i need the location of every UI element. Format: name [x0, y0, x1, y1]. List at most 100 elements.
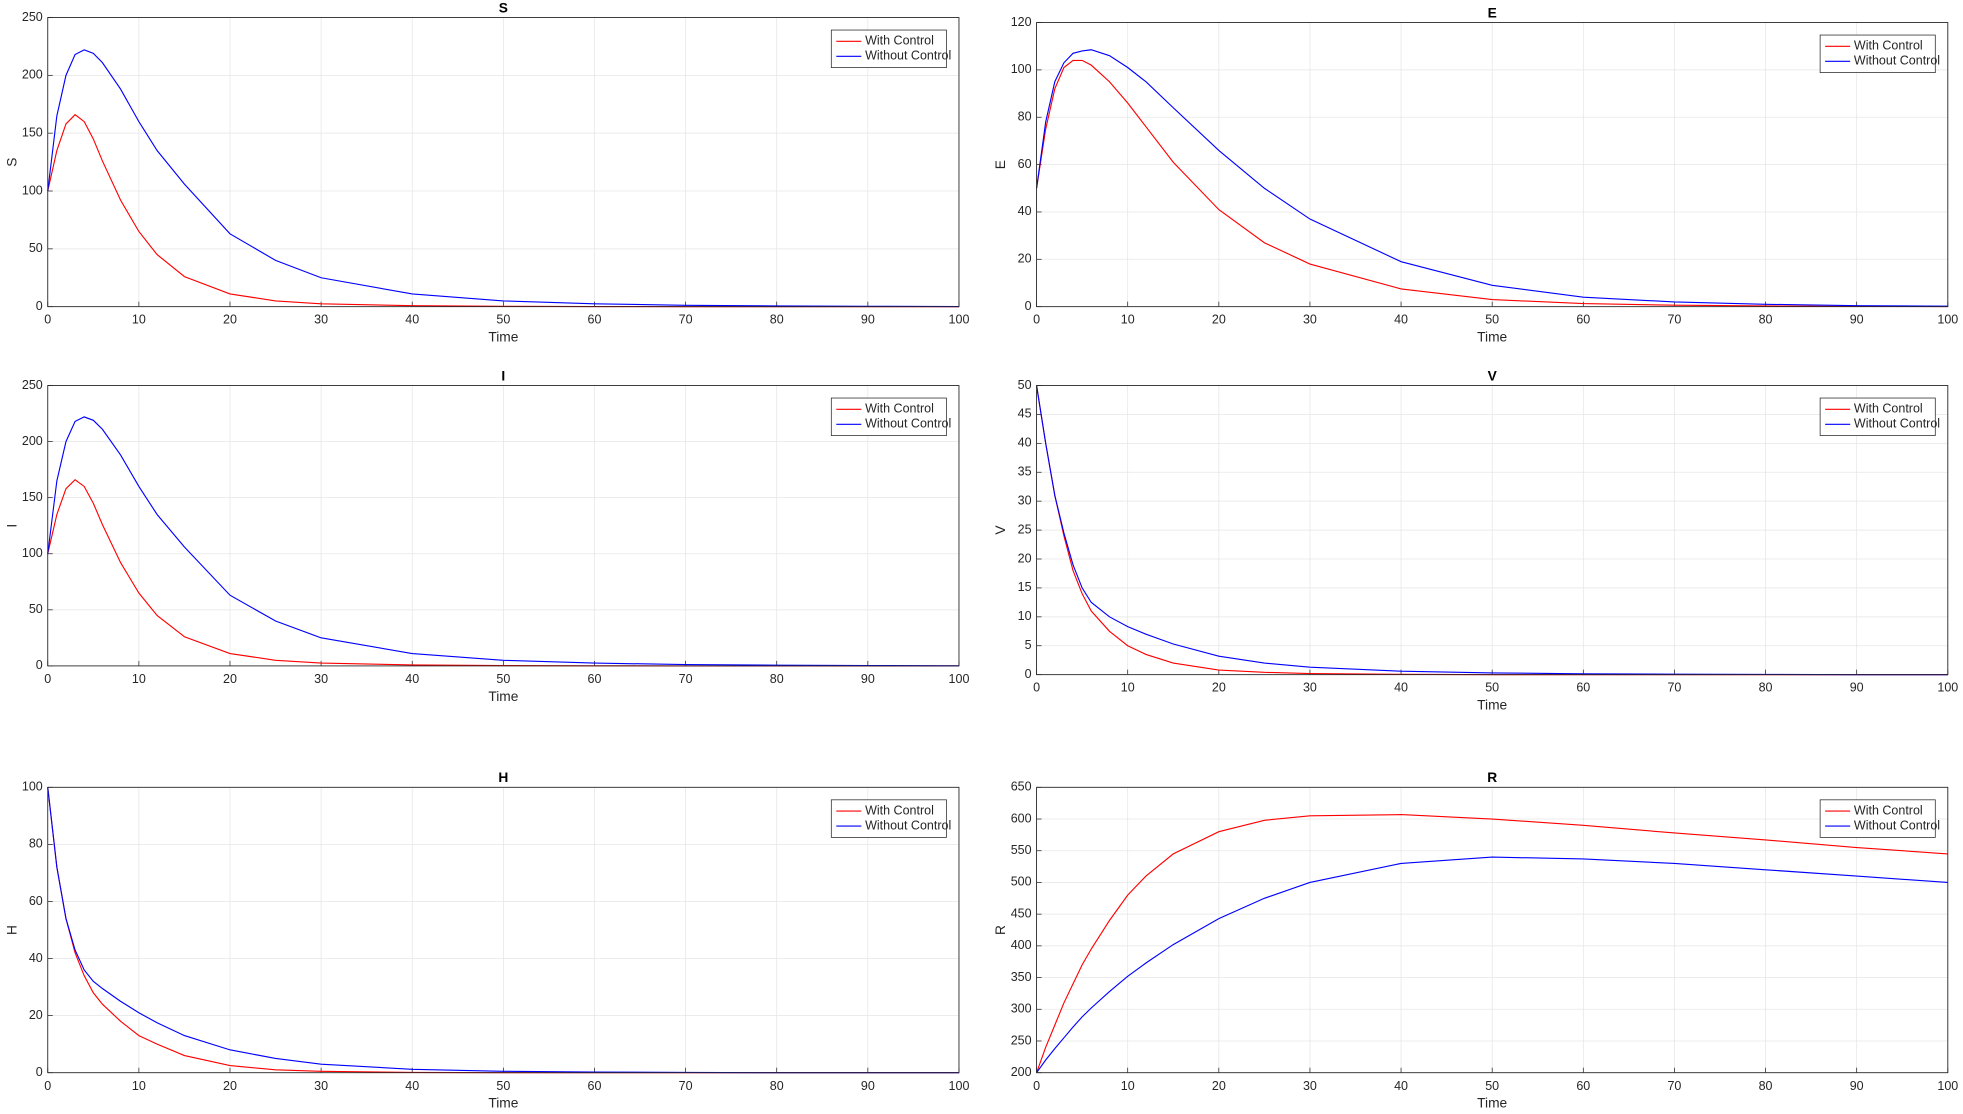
x-tick-label: 20	[223, 1079, 237, 1093]
legend-box	[830, 397, 947, 436]
legend-label: With Control	[1854, 803, 1923, 817]
x-tick-label: 10	[1121, 681, 1135, 695]
legend-label: Without Control	[1854, 818, 1940, 832]
x-tick-label: 0	[44, 1079, 51, 1093]
x-tick-label: 100	[1937, 1079, 1958, 1093]
y-tick-label: 600	[1011, 811, 1032, 825]
x-tick-label: 30	[314, 1079, 328, 1093]
x-tick-label: 70	[679, 672, 693, 686]
x-tick-label: 30	[314, 313, 328, 327]
x-tick-label: 70	[1667, 313, 1681, 327]
x-tick-label: 40	[405, 1079, 419, 1093]
x-tick-label: 90	[861, 1079, 875, 1093]
x-tick-label: 90	[1850, 313, 1864, 327]
subplot: 0 10 20 30 40 50 60 70 80 90 100 0 5 10 15 20 25 30 35 40 45…	[993, 368, 1958, 712]
x-tick-label: 50	[1485, 1079, 1499, 1093]
legend-label: With Control	[865, 34, 934, 48]
legend-label: Without Control	[865, 49, 951, 63]
x-tick-label: 90	[1850, 1079, 1864, 1093]
legend-box	[830, 29, 947, 68]
x-tick-label: 50	[1485, 313, 1499, 327]
x-tick-label: 10	[1121, 313, 1135, 327]
y-axis-label: R	[993, 925, 1008, 935]
x-tick-label: 80	[770, 313, 784, 327]
y-axis-label: V	[993, 525, 1008, 535]
y-axis-label: H	[4, 925, 19, 935]
data-line	[1036, 856, 1948, 1074]
y-tick-label: 200	[1011, 1065, 1032, 1079]
x-tick-label: 100	[949, 672, 970, 686]
legend-box	[830, 799, 947, 838]
y-tick-label: 45	[1018, 407, 1032, 421]
subplot: 0 10 20 30 40 50 60 70 80 90 100 0 20 40 60 80 100 H Time H…	[4, 770, 969, 1110]
y-tick-label: 500	[1011, 875, 1032, 889]
y-tick-label: 30	[1018, 493, 1032, 507]
x-tick-label: 0	[1033, 1079, 1040, 1093]
y-tick-label: 0	[36, 1065, 43, 1079]
legend-label: With Control	[865, 803, 934, 817]
y-tick-label: 50	[29, 602, 43, 616]
subplot-title: E	[1488, 5, 1497, 20]
y-tick-label: 10	[1018, 609, 1032, 623]
subplot-title: S	[499, 0, 508, 15]
y-tick-label: 80	[29, 837, 43, 851]
y-tick-label: 60	[1018, 157, 1032, 171]
axes-box	[1036, 786, 1949, 1074]
data-line	[47, 49, 959, 308]
legend-label: With Control	[1854, 39, 1923, 53]
data-line	[1036, 814, 1948, 1073]
y-tick-label: 25	[1018, 522, 1032, 536]
x-tick-label: 50	[496, 313, 510, 327]
y-tick-label: 5	[1025, 638, 1032, 652]
y-tick-label: 250	[22, 378, 43, 392]
x-tick-label: 80	[770, 1079, 784, 1093]
subplot-title: V	[1488, 368, 1498, 383]
y-tick-label: 80	[1018, 110, 1032, 124]
x-tick-label: 100	[1937, 313, 1958, 327]
x-tick-label: 10	[132, 313, 146, 327]
data-line	[1036, 59, 1948, 308]
y-tick-label: 50	[29, 241, 43, 255]
subplot-title: H	[498, 770, 508, 785]
y-tick-label: 20	[1018, 252, 1032, 266]
axes-box	[1036, 385, 1949, 676]
x-tick-label: 20	[223, 313, 237, 327]
x-tick-label: 10	[132, 672, 146, 686]
x-tick-label: 30	[1303, 313, 1317, 327]
y-tick-label: 250	[22, 10, 43, 24]
data-line	[1036, 49, 1948, 307]
x-tick-label: 60	[1576, 313, 1590, 327]
axes-box	[47, 17, 960, 308]
y-tick-label: 0	[36, 299, 43, 313]
y-tick-label: 650	[1011, 780, 1032, 794]
y-tick-label: 200	[22, 434, 43, 448]
x-tick-label: 0	[1033, 313, 1040, 327]
legend-label: Without Control	[865, 417, 951, 431]
legend-box	[1819, 34, 1936, 73]
legend-label: With Control	[1854, 402, 1923, 416]
y-tick-label: 40	[29, 951, 43, 965]
x-tick-label: 50	[496, 672, 510, 686]
subplot: 0 10 20 30 40 50 60 70 80 90 100 0 20 40 60 80 100 120 E Ti…	[993, 5, 1958, 344]
x-tick-label: 80	[1759, 1079, 1773, 1093]
x-axis-label: Time	[488, 330, 518, 345]
y-tick-label: 120	[1011, 15, 1032, 29]
x-tick-label: 80	[1759, 313, 1773, 327]
x-tick-label: 60	[588, 1079, 602, 1093]
x-tick-label: 40	[1394, 681, 1408, 695]
x-tick-label: 0	[1033, 681, 1040, 695]
x-tick-label: 0	[44, 672, 51, 686]
y-tick-label: 400	[1011, 938, 1032, 952]
x-tick-label: 40	[1394, 313, 1408, 327]
x-tick-label: 40	[405, 672, 419, 686]
y-tick-label: 60	[29, 894, 43, 908]
x-tick-label: 80	[1759, 681, 1773, 695]
y-tick-label: 15	[1018, 580, 1032, 594]
y-tick-label: 300	[1011, 1002, 1032, 1016]
y-tick-label: 100	[22, 183, 43, 197]
